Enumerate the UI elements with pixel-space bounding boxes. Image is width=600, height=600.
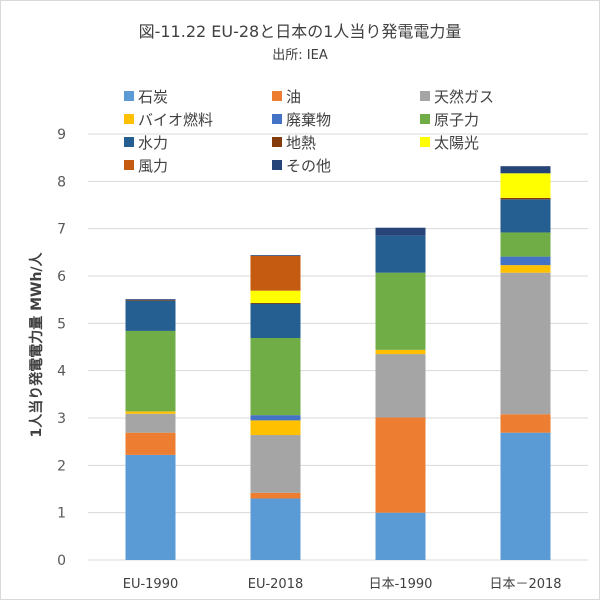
y-tick-label: 2 bbox=[57, 458, 66, 474]
legend-swatch bbox=[124, 113, 134, 124]
y-tick-label: 4 bbox=[57, 364, 66, 380]
legend-swatch bbox=[124, 159, 134, 170]
bar-segment bbox=[125, 432, 176, 455]
x-tick-label: 日本－2018 bbox=[489, 577, 561, 592]
bar-segment bbox=[250, 435, 301, 493]
legend-swatch bbox=[420, 136, 430, 147]
legend-label: 廃棄物 bbox=[286, 111, 332, 129]
bar-segment bbox=[500, 265, 551, 273]
legend-item: 太陽光 bbox=[420, 132, 479, 153]
legend-label: バイオ燃料 bbox=[138, 111, 214, 129]
bar-segment bbox=[250, 302, 301, 304]
legend-item: 天然ガス bbox=[420, 86, 494, 107]
legend-item: 風力 bbox=[124, 155, 168, 176]
x-tick-label: EU-2018 bbox=[248, 577, 304, 592]
bar-segment bbox=[250, 338, 301, 416]
bar-segment bbox=[500, 232, 551, 257]
bar-segment bbox=[250, 415, 301, 421]
bar-segment bbox=[125, 330, 176, 412]
x-tick-label: 日本-1990 bbox=[369, 577, 433, 592]
bar-segment bbox=[375, 512, 426, 560]
legend-swatch bbox=[124, 90, 134, 101]
legend-item: 廃棄物 bbox=[272, 109, 331, 130]
bar-segment bbox=[125, 299, 176, 301]
legend-item: その他 bbox=[272, 155, 331, 176]
bar-segment bbox=[250, 420, 301, 436]
bar-segment bbox=[375, 349, 426, 355]
legend-item: 油 bbox=[272, 86, 301, 107]
legend-label: 原子力 bbox=[434, 111, 480, 129]
bar-segment bbox=[500, 199, 551, 233]
y-tick-label: 9 bbox=[57, 127, 66, 143]
legend-item: 石炭 bbox=[124, 86, 168, 107]
bar-segment bbox=[125, 454, 176, 560]
bar-segment bbox=[125, 413, 176, 433]
legend-item: バイオ燃料 bbox=[124, 109, 213, 130]
legend-label: 風力 bbox=[138, 157, 169, 175]
y-tick-label: 0 bbox=[57, 553, 66, 569]
bar-segment bbox=[250, 290, 301, 303]
legend-swatch bbox=[272, 159, 282, 170]
y-tick-label: 3 bbox=[57, 411, 66, 427]
y-tick-label: 5 bbox=[57, 316, 66, 332]
legend-swatch bbox=[272, 136, 282, 147]
legend-label: 水力 bbox=[138, 134, 169, 152]
legend-swatch bbox=[420, 90, 430, 101]
legend-swatch bbox=[124, 136, 134, 147]
legend-label: 天然ガス bbox=[434, 88, 495, 106]
bar-segment bbox=[250, 255, 301, 256]
bar-segment bbox=[250, 255, 301, 291]
legend-swatch bbox=[272, 90, 282, 101]
bar-segment bbox=[500, 256, 551, 266]
y-tick-label: 1 bbox=[57, 506, 66, 522]
bar-segment bbox=[375, 227, 426, 236]
bar-segment bbox=[250, 303, 301, 339]
bar-segment bbox=[125, 300, 176, 331]
y-tick-label: 6 bbox=[57, 269, 66, 285]
legend-label: その他 bbox=[286, 157, 332, 175]
legend-label: 太陽光 bbox=[434, 134, 480, 152]
legend-label: 油 bbox=[286, 88, 302, 106]
bar-segment bbox=[250, 492, 301, 499]
bar-segment bbox=[375, 417, 426, 513]
x-tick-label: EU-1990 bbox=[123, 577, 179, 592]
bar-segment bbox=[125, 299, 176, 300]
legend-item: 水力 bbox=[124, 132, 168, 153]
bar-segment bbox=[375, 235, 426, 273]
bar-segment bbox=[500, 166, 551, 174]
legend-swatch bbox=[420, 113, 430, 124]
bar-segment bbox=[500, 197, 551, 200]
bar-segment bbox=[125, 411, 176, 414]
bar-segment bbox=[375, 354, 426, 418]
bar-segment bbox=[500, 414, 551, 433]
legend-label: 石炭 bbox=[138, 88, 169, 106]
chart-title: 図-11.22 EU-28と日本の1人当り発電電力量 bbox=[138, 22, 462, 41]
legend-item: 原子力 bbox=[420, 109, 479, 130]
y-tick-label: 8 bbox=[57, 174, 66, 190]
bar-segment bbox=[500, 173, 551, 198]
bar-segment bbox=[500, 432, 551, 560]
chart-subtitle: 出所: IEA bbox=[272, 48, 328, 63]
y-tick-label: 7 bbox=[57, 222, 66, 238]
bar-segment bbox=[375, 272, 426, 350]
legend-item: 地熱 bbox=[272, 132, 316, 153]
legend-label: 地熱 bbox=[286, 134, 317, 152]
bar-segment bbox=[500, 272, 551, 415]
bar-segment bbox=[250, 498, 301, 560]
legend-swatch bbox=[272, 113, 282, 124]
